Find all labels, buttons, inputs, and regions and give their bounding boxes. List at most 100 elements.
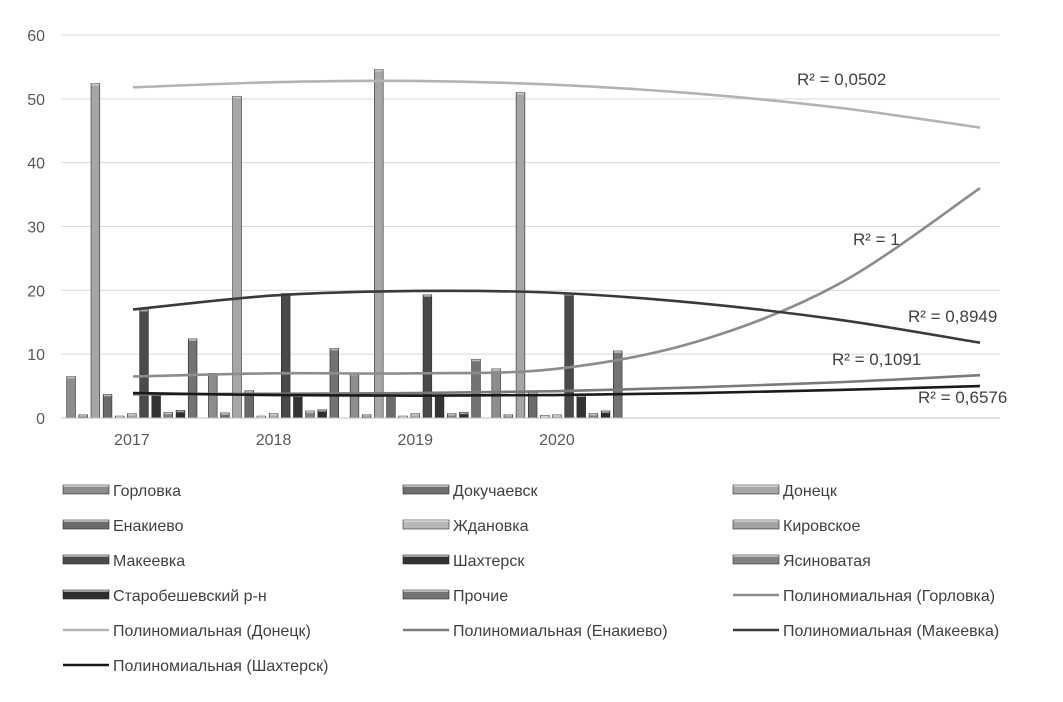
- bar-highlight: [233, 96, 241, 99]
- bar-highlight: [459, 412, 468, 415]
- bar: [151, 393, 161, 419]
- legend: Горловка Докучаевск Донецк Енакиево Ждановка…: [62, 483, 999, 675]
- bar: [208, 373, 218, 419]
- bar: [374, 69, 384, 419]
- legend-item: Шахтерск: [402, 553, 525, 570]
- legend-item: Енакиево: [62, 518, 184, 535]
- trendline: [132, 384, 981, 397]
- x-axis: 2017 2018 2019 2020: [61, 417, 1000, 449]
- bar-highlight: [423, 294, 432, 297]
- legend-swatch-highlight: [403, 520, 449, 522]
- bar-highlight: [411, 413, 420, 416]
- bar-highlight: [269, 413, 278, 416]
- legend-item: Полиномиальная (Макеевка): [733, 623, 999, 640]
- bar-highlight: [318, 409, 327, 412]
- r2-label: R² = 0,6576: [918, 388, 1007, 407]
- bar: [90, 83, 101, 419]
- bar: [576, 394, 586, 419]
- bar: [66, 376, 76, 419]
- legend-label: Полиномиальная (Донецк): [113, 623, 311, 640]
- bar-highlight: [127, 413, 136, 416]
- legend-swatch-highlight: [63, 520, 109, 522]
- legend-swatch-highlight: [403, 555, 449, 557]
- trendline: [132, 373, 981, 396]
- bar: [386, 394, 396, 419]
- bar: [139, 309, 149, 419]
- bar: [187, 338, 198, 419]
- y-tick-label: 10: [27, 347, 45, 364]
- r2-label: R² = 0,8949: [908, 307, 997, 326]
- legend-label: Полиномиальная (Макеевка): [783, 623, 999, 640]
- bar-highlight: [330, 348, 339, 351]
- legend-swatch-highlight: [733, 485, 779, 487]
- r2-label: R² = 1: [853, 230, 900, 249]
- legend-swatch-highlight: [403, 485, 449, 487]
- bar-highlight: [492, 368, 501, 371]
- bar: [434, 394, 445, 419]
- legend-item: Старобешевский р-н: [62, 588, 267, 605]
- legend-swatch-highlight: [403, 590, 449, 592]
- bar: [491, 368, 501, 419]
- legend-label: Шахтерск: [453, 553, 525, 570]
- bar-highlight: [504, 414, 513, 417]
- y-tick-label: 30: [27, 220, 45, 237]
- legend-item: Макеевка: [62, 553, 185, 570]
- legend-swatch-highlight: [733, 555, 779, 557]
- legend-swatch-highlight: [733, 520, 779, 522]
- legend-label: Прочие: [453, 588, 508, 605]
- legend-item: Кировское: [732, 518, 860, 535]
- legend-label: Горловка: [113, 483, 181, 500]
- trendline: [132, 289, 981, 344]
- trendlines: [132, 79, 981, 397]
- legend-item: Докучаевск: [402, 483, 539, 500]
- legend-label: Докучаевск: [453, 483, 539, 500]
- bar-highlight: [447, 413, 456, 416]
- bar-highlight: [589, 413, 598, 416]
- r2-label: R² = 0,1091: [832, 350, 921, 369]
- bar-highlight: [164, 412, 173, 415]
- trendline: [132, 187, 981, 378]
- legend-swatch-highlight: [63, 555, 109, 557]
- bar-highlight: [601, 410, 610, 413]
- legend-label: Ясиноватая: [783, 553, 871, 570]
- bar-highlight: [374, 69, 383, 72]
- bar-highlight: [91, 83, 100, 86]
- legend-item: Ясиноватая: [732, 553, 871, 570]
- legend-swatch-highlight: [63, 485, 109, 487]
- x-tick-label: 2018: [256, 432, 292, 449]
- bars: [66, 69, 623, 419]
- bar-highlight: [613, 350, 622, 353]
- bar-highlight: [115, 416, 124, 418]
- bar: [281, 293, 291, 419]
- legend-label: Макеевка: [113, 553, 185, 570]
- bar: [564, 293, 574, 419]
- y-tick-label: 0: [36, 411, 45, 428]
- bar: [422, 294, 433, 419]
- bar-highlight: [140, 309, 148, 312]
- bar: [232, 95, 242, 419]
- legend-item: Донецк: [732, 483, 838, 500]
- legend-item: Полиномиальная (Енакиево): [403, 623, 668, 640]
- legend-label: Ждановка: [453, 518, 529, 535]
- bar-highlight: [257, 416, 266, 418]
- bar-highlight: [577, 395, 586, 398]
- trendline: [132, 79, 981, 129]
- legend-label: Полиномиальная (Енакиево): [453, 623, 668, 640]
- x-tick-label: 2019: [397, 432, 433, 449]
- bar: [329, 348, 339, 419]
- bar-highlight: [540, 415, 549, 418]
- legend-swatch-highlight: [63, 590, 109, 592]
- y-tick-label: 60: [27, 28, 45, 45]
- legend-item: Прочие: [402, 588, 508, 605]
- bar: [293, 394, 303, 419]
- x-tick-label: 2020: [539, 432, 575, 449]
- legend-label: Донецк: [783, 483, 838, 500]
- legend-label: Старобешевский р-н: [113, 588, 267, 605]
- r2-labels: R² = 1 R² = 0,0502 R² = 0,1091 R² = 0,8949 R…: [797, 70, 1007, 407]
- bar: [515, 92, 526, 419]
- bar-highlight: [362, 414, 371, 417]
- bar-highlight: [245, 390, 254, 393]
- x-tick-label: 2017: [114, 432, 150, 449]
- bar-highlight: [399, 416, 407, 418]
- bar-highlight: [221, 412, 229, 415]
